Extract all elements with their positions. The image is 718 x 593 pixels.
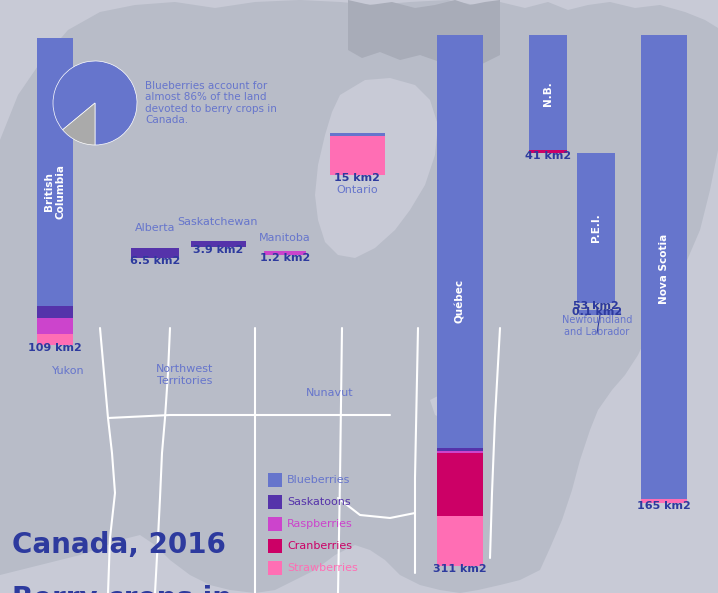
Bar — [529, 149, 567, 153]
Bar — [330, 133, 385, 136]
Text: Manitoba: Manitoba — [259, 233, 311, 243]
Text: Northwest
Territories: Northwest Territories — [157, 364, 214, 386]
Text: 0.1 km2: 0.1 km2 — [572, 307, 622, 317]
Text: Yukon: Yukon — [52, 366, 84, 376]
Polygon shape — [348, 0, 500, 65]
Text: 53 km2: 53 km2 — [573, 301, 619, 311]
Text: Alberta: Alberta — [135, 223, 175, 233]
Text: Newfoundland
and Labrador: Newfoundland and Labrador — [561, 315, 632, 337]
Text: Nova Scotia: Nova Scotia — [659, 234, 669, 304]
Text: Cranberries: Cranberries — [287, 541, 352, 551]
Text: 41 km2: 41 km2 — [525, 151, 571, 161]
Bar — [577, 153, 615, 303]
Bar — [268, 539, 282, 553]
Bar — [641, 499, 687, 503]
Text: Nunavut: Nunavut — [306, 388, 354, 398]
Bar — [37, 318, 73, 334]
Text: Saskatchewan: Saskatchewan — [178, 217, 258, 227]
Bar — [268, 473, 282, 487]
Bar — [641, 35, 687, 499]
Bar — [190, 241, 246, 247]
Text: 15 km2: 15 km2 — [334, 173, 380, 183]
Bar — [437, 517, 483, 566]
Bar — [264, 251, 306, 255]
Text: Raspberries: Raspberries — [287, 519, 353, 529]
Text: British
Columbia: British Columbia — [45, 164, 66, 219]
Bar — [37, 38, 73, 305]
Bar — [579, 310, 621, 315]
Wedge shape — [53, 61, 137, 145]
Text: Ontario: Ontario — [336, 185, 378, 195]
Polygon shape — [430, 390, 478, 422]
Bar — [330, 136, 385, 175]
Text: 109 km2: 109 km2 — [28, 343, 82, 353]
Polygon shape — [315, 78, 438, 258]
Text: 6.5 km2: 6.5 km2 — [130, 256, 180, 266]
Text: P.E.I.: P.E.I. — [591, 213, 601, 243]
Text: Blueberries account for
almost 86% of the land
devoted to berry crops in
Canada.: Blueberries account for almost 86% of th… — [145, 81, 277, 125]
Bar — [437, 448, 483, 451]
Text: Canada, 2016: Canada, 2016 — [12, 531, 226, 559]
Text: 165 km2: 165 km2 — [637, 501, 691, 511]
Text: 1.2 km2: 1.2 km2 — [260, 253, 310, 263]
Bar — [268, 517, 282, 531]
Text: 3.9 km2: 3.9 km2 — [193, 245, 243, 255]
Text: Blueberries: Blueberries — [287, 475, 350, 485]
Text: Berry crops in: Berry crops in — [12, 585, 232, 593]
Bar — [37, 334, 73, 345]
Text: 311 km2: 311 km2 — [433, 564, 487, 574]
Text: Strawberries: Strawberries — [287, 563, 358, 573]
Bar — [131, 248, 179, 258]
Wedge shape — [62, 103, 95, 145]
Text: Saskatoons: Saskatoons — [287, 497, 350, 507]
Bar — [437, 35, 483, 448]
Bar — [37, 305, 73, 318]
Bar — [529, 35, 567, 149]
Bar — [437, 453, 483, 517]
Text: Québec: Québec — [455, 279, 465, 323]
Text: N.B.: N.B. — [543, 82, 553, 106]
Bar — [268, 495, 282, 509]
Bar — [437, 451, 483, 453]
Bar — [268, 561, 282, 575]
